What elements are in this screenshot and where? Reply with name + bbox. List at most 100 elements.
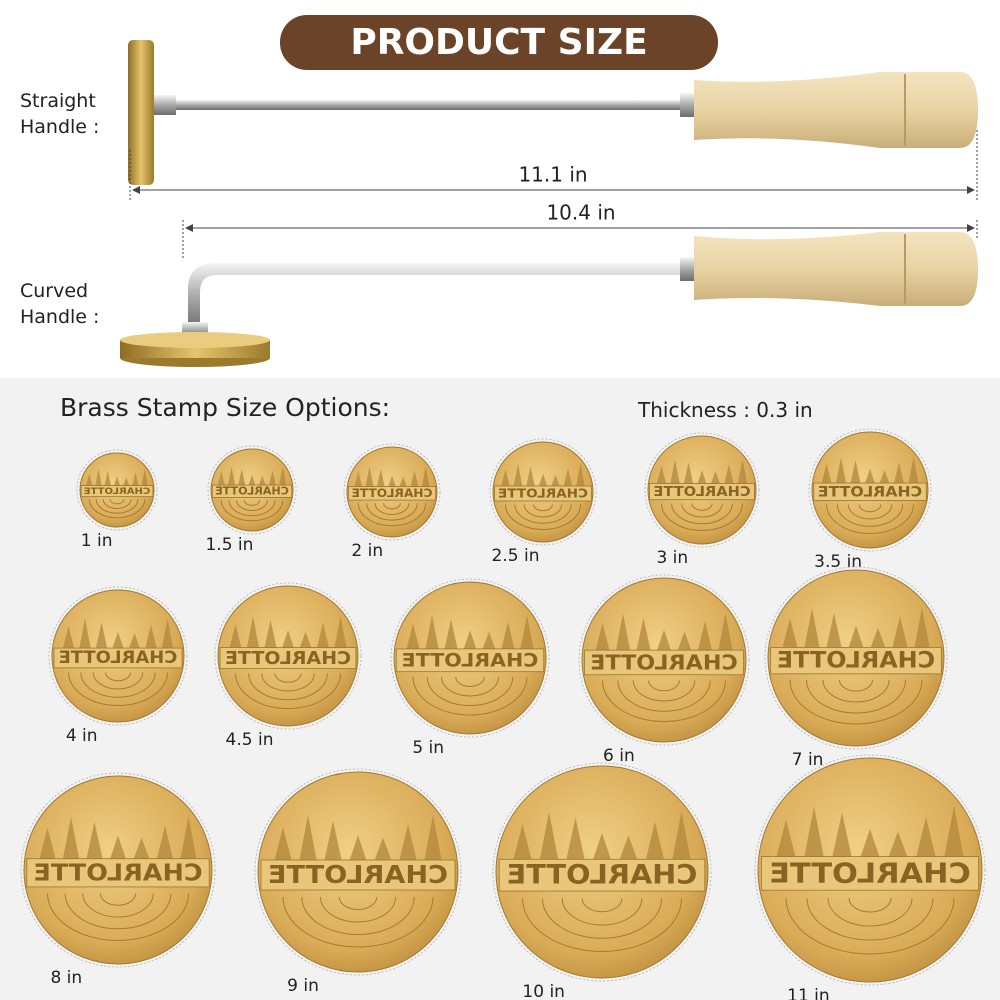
stamp-ring (505, 504, 581, 530)
stamp-ring (455, 676, 485, 687)
stamp-ring (248, 673, 328, 701)
stamp-ring (827, 897, 913, 927)
stamp: CHARLOTTE (754, 754, 986, 986)
stamp-text: CHARLOTTE (402, 650, 539, 672)
stamp-outline (754, 754, 986, 986)
stamp-ring (282, 896, 434, 948)
stamp: CHARLOTTE (214, 582, 362, 730)
stamp-ring (523, 504, 563, 518)
stamp-ring (92, 672, 144, 690)
stamp-band (770, 647, 942, 675)
stamp-band (219, 647, 357, 669)
stamp-ring (236, 500, 268, 511)
stamp-trees (217, 466, 287, 486)
stamp-ring (617, 680, 711, 712)
handle-label: Curved Handle : (20, 280, 100, 328)
stamp-outline (578, 574, 750, 746)
stamp-trees (821, 456, 919, 485)
stamp-trees (406, 614, 534, 651)
stamp: CHARLOTTE (578, 574, 750, 746)
stamp-ring (671, 503, 733, 525)
stamp: CHARLOTTE (20, 772, 216, 968)
stamp-text: CHARLOTTE (352, 487, 433, 500)
stamp: CHARLOTTE (489, 438, 597, 546)
stamp-ring (847, 504, 893, 520)
size-label: 8 in (50, 968, 82, 988)
stamp-ring (632, 680, 696, 702)
stamp-trees (775, 806, 965, 859)
size-label: 2.5 in (492, 546, 540, 566)
stamp-ring (228, 500, 276, 517)
title-pill (280, 15, 718, 70)
stamp-ring (109, 499, 125, 505)
stamp-outline (254, 768, 462, 976)
title: PRODUCT SIZE (350, 22, 647, 63)
stamp-ring (301, 896, 415, 935)
stamp-outline (390, 578, 550, 738)
stamp-ring (441, 676, 499, 697)
stamp: CHARLOTTE (48, 586, 188, 726)
stamp: CHARLOTTE (390, 578, 550, 738)
stamp-text: CHARLOTTE (215, 486, 289, 498)
stamp-ring (839, 679, 873, 692)
stamp-outline (20, 772, 216, 968)
stamp-band (498, 858, 706, 892)
stamp-ring (47, 893, 189, 941)
stamp-ring (514, 504, 572, 524)
stamp-ring (541, 898, 663, 939)
length-label: 11.1 in (518, 163, 587, 187)
stamp-band (760, 856, 980, 891)
stamp-text: CHARLOTTE (818, 484, 922, 500)
stamp-outline (489, 438, 597, 546)
length-label: 10.4 in (546, 201, 615, 225)
stamp: CHARLOTTE (76, 449, 158, 531)
size-label: 5 in (412, 738, 444, 758)
stamp-ring (80, 672, 156, 698)
stamp-ring (522, 898, 682, 952)
options-title: Brass Stamp Size Options: (60, 393, 391, 422)
stamp-outline (48, 586, 188, 726)
size-label: 11 in (787, 986, 830, 1000)
stamp-band (813, 482, 927, 501)
size-label: 7 in (792, 750, 824, 770)
stamp: CHARLOTTE (343, 443, 441, 541)
stamp-ring (99, 893, 137, 906)
stamp-ring (95, 499, 139, 514)
stamp-ring (848, 897, 892, 913)
stamp-outline (492, 762, 712, 982)
curved-handle-tool (120, 232, 978, 367)
size-label: 9 in (287, 976, 319, 996)
stamp-trees (512, 811, 692, 862)
stamp-ring (602, 680, 726, 722)
stamp-ring (691, 503, 713, 511)
dimension-curved (182, 220, 978, 260)
stamp-ring (806, 897, 934, 941)
stamp: CHARLOTTE (808, 428, 932, 552)
stamp-trees (229, 616, 347, 649)
dimension-straight (129, 130, 978, 200)
stamp-band (649, 483, 755, 501)
stamp-text: CHARLOTTE (225, 649, 351, 669)
stamp-ring (858, 504, 882, 513)
stamp-ring (661, 503, 743, 531)
stamp-trees (656, 459, 748, 485)
stamp-outline (808, 428, 932, 552)
size-label: 2 in (351, 541, 383, 561)
stamp-trees (62, 618, 174, 650)
stamp-band (260, 859, 456, 891)
stamp-ring (68, 672, 168, 706)
size-label: 4 in (66, 726, 98, 746)
size-label: 1.5 in (205, 535, 253, 555)
thickness: Thickness : 0.3 in (638, 398, 813, 422)
stamp-ring (561, 898, 643, 926)
stamp: CHARLOTTE (492, 762, 712, 982)
stamp-ring (102, 499, 132, 509)
size-label: 3 in (656, 548, 688, 568)
stamp-outline (343, 443, 441, 541)
stamp-ring (82, 893, 154, 918)
stamp-band (53, 647, 183, 669)
size-label: 4.5 in (226, 730, 274, 750)
stamp-ring (357, 503, 427, 527)
stamp-ring (105, 672, 131, 682)
